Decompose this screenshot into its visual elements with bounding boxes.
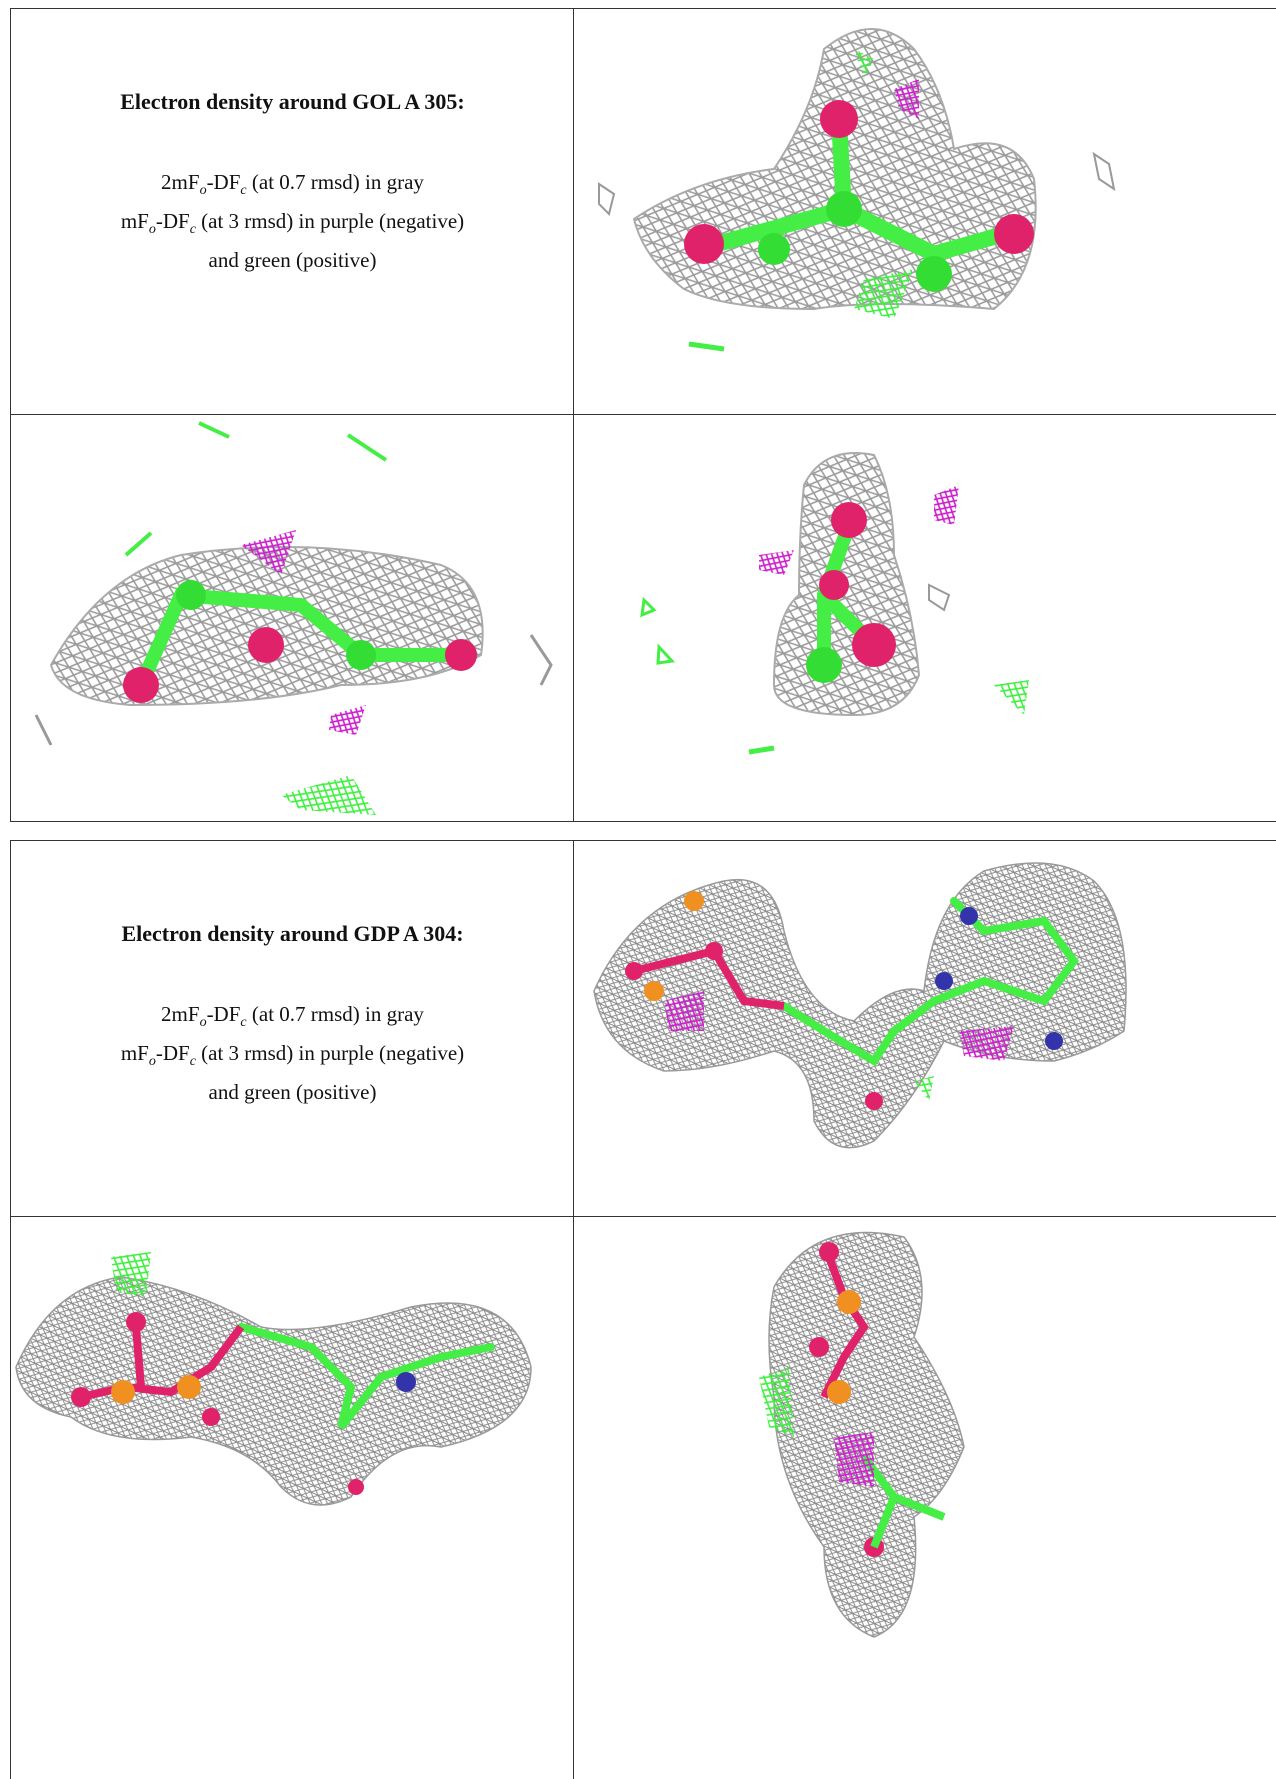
- caption-text: -DF: [207, 170, 241, 194]
- caption-line: 2mFo-DFc (at 0.7 rmsd) in gray: [121, 167, 464, 206]
- caption-text: (at 3 rmsd) in purple (negative): [196, 209, 464, 233]
- density-image: [11, 1217, 574, 1779]
- caption-line: and green (positive): [121, 1077, 464, 1108]
- text-cell: Electron density around GOL A 305: 2mFo-…: [10, 8, 574, 415]
- subscript: o: [200, 183, 207, 198]
- caption-text: and green (positive): [209, 248, 377, 272]
- image-cell: [573, 8, 1276, 415]
- table-title: Electron density around GDP A 304:: [121, 921, 463, 947]
- subscript: o: [149, 222, 156, 237]
- image-cell: [10, 1216, 574, 1779]
- caption-text: mF: [121, 209, 149, 233]
- table-title: Electron density around GOL A 305:: [120, 89, 465, 115]
- caption-line: and green (positive): [121, 245, 464, 276]
- density-image: [574, 841, 1276, 1217]
- density-image: [574, 9, 1276, 415]
- image-cell: [573, 840, 1276, 1217]
- density-image: [574, 1217, 1276, 1779]
- page: Electron density around GOL A 305: 2mFo-…: [0, 0, 1276, 1779]
- caption-text: (at 0.7 rmsd) in gray: [247, 1002, 424, 1026]
- image-cell: [573, 1216, 1276, 1779]
- caption-text: -DF: [156, 1041, 190, 1065]
- caption-text: 2mF: [161, 1002, 200, 1026]
- caption-text: (at 3 rmsd) in purple (negative): [196, 1041, 464, 1065]
- caption-text: -DF: [156, 209, 190, 233]
- caption-text: and green (positive): [209, 1080, 377, 1104]
- caption-line: 2mFo-DFc (at 0.7 rmsd) in gray: [121, 999, 464, 1038]
- density-image: [574, 415, 1276, 822]
- caption-text: mF: [121, 1041, 149, 1065]
- caption-text: 2mF: [161, 170, 200, 194]
- caption-line: mFo-DFc (at 3 rmsd) in purple (negative): [121, 1038, 464, 1077]
- subscript: o: [149, 1054, 156, 1069]
- image-cell: [573, 414, 1276, 822]
- text-cell: Electron density around GDP A 304: 2mFo-…: [10, 840, 574, 1217]
- caption-text: (at 0.7 rmsd) in gray: [247, 170, 424, 194]
- subscript: o: [200, 1015, 207, 1030]
- image-cell: [10, 414, 574, 822]
- caption-text: -DF: [207, 1002, 241, 1026]
- caption-line: mFo-DFc (at 3 rmsd) in purple (negative): [121, 206, 464, 245]
- density-image: [11, 415, 574, 822]
